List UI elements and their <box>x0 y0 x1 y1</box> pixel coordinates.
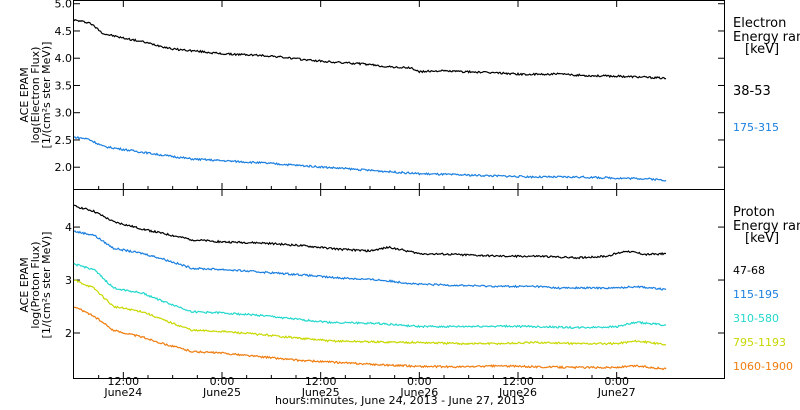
proton-panel-frame <box>73 189 725 379</box>
legend-entry-1060-1900: 1060-1900 <box>733 360 793 373</box>
legend-layer: 38-53 175-315 47-68 115-195 310-580 795-1193 1… <box>733 84 793 373</box>
electron-legend-title-line2: Energy ran <box>733 30 800 45</box>
xtick-date-label: June27 <box>597 386 636 399</box>
series-line-115-195 <box>73 230 667 291</box>
legend-entry-175-315: 175-315 <box>733 121 779 134</box>
ytick-label: 4 <box>65 221 72 234</box>
electron-ylabel-line3: [1/(cm²s ster MeV)] <box>40 42 53 149</box>
series-line-175-315 <box>74 135 667 182</box>
legend-entry-47-68: 47-68 <box>733 264 765 277</box>
proton-ylabel-line1: ACE EPAM <box>18 257 31 312</box>
xtick-time-label: 12:00 <box>305 375 337 388</box>
series-line-795-1193 <box>73 279 667 346</box>
proton-ylabel-line3: [1/(cm²s ster MeV)] <box>40 232 53 339</box>
x-axis-label: hours:minutes, June 24, 2013 - June 27, … <box>275 394 525 407</box>
proton-legend-title-line1: Proton <box>733 205 775 220</box>
electron-panel-frame <box>73 0 725 190</box>
xtick-time-label: 0:00 <box>604 375 629 388</box>
proton-ylabel-line2: log(Proton Flux) <box>29 241 42 328</box>
proton-legend-unit: [keV] <box>745 231 779 246</box>
ytick-label: 2 <box>65 327 72 340</box>
electron-ylabel-line1: ACE EPAM <box>18 67 31 122</box>
xtick-time-label: 12:00 <box>107 375 139 388</box>
ticks-layer: 5.04.54.03.53.02.52.043212:00June240:00J… <box>55 0 724 399</box>
series-line-38-53 <box>73 19 667 80</box>
ytick-label: 3.0 <box>55 107 73 120</box>
xtick-time-label: 0:00 <box>210 375 235 388</box>
ytick-label: 2.0 <box>55 161 73 174</box>
ytick-label: 4.5 <box>55 25 73 38</box>
xtick-date-label: June26 <box>498 386 537 399</box>
xtick-date-label: June24 <box>103 386 142 399</box>
ytick-label: 3 <box>65 274 72 287</box>
series-line-310-580 <box>73 262 667 330</box>
series-line-47-68 <box>73 204 667 260</box>
electron-legend-unit: [keV] <box>745 42 779 57</box>
xtick-date-label: June26 <box>399 386 438 399</box>
xtick-time-label: 12:00 <box>502 375 534 388</box>
legend-entry-795-1193: 795-1193 <box>733 336 786 349</box>
xtick-date-label: June25 <box>202 386 241 399</box>
xtick-time-label: 0:00 <box>407 375 432 388</box>
ytick-label: 4.0 <box>55 52 73 65</box>
proton-legend-title-line2: Energy ran <box>733 219 800 234</box>
ytick-label: 2.5 <box>55 134 73 147</box>
ytick-label: 5.0 <box>55 0 73 11</box>
legend-entry-38-53: 38-53 <box>733 84 771 99</box>
legend-entry-115-195: 115-195 <box>733 288 779 301</box>
ytick-label: 3.5 <box>55 79 73 92</box>
series-layer <box>73 19 667 371</box>
legend-entry-310-580: 310-580 <box>733 312 779 325</box>
xtick-date-label: June25 <box>301 386 340 399</box>
electron-ylabel-line2: log(Electron Flux) <box>29 47 42 144</box>
series-line-1060-1900 <box>73 306 667 371</box>
electron-legend-title-line1: Electron <box>733 16 786 31</box>
